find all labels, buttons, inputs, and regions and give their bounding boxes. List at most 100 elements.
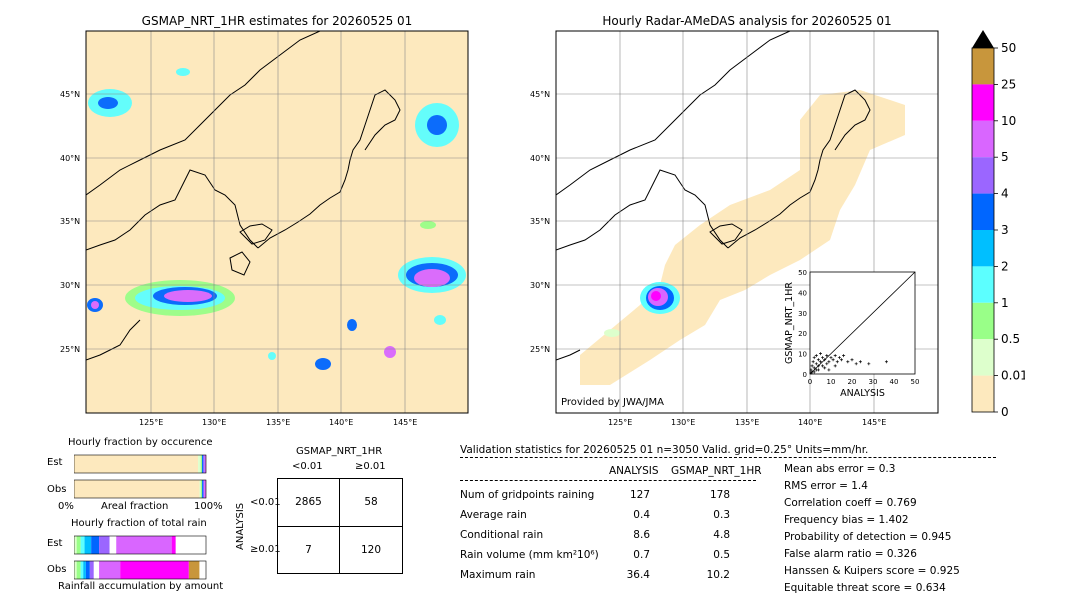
score: Mean abs error = 0.3 bbox=[784, 463, 896, 475]
table-title: GSMAP_NRT_1HR bbox=[296, 446, 383, 457]
scatter-x-tick: 0 bbox=[808, 378, 812, 386]
scatter-x-tick: 40 bbox=[890, 378, 899, 386]
scatter-x-tick: 10 bbox=[827, 378, 836, 386]
stacked-bar-frame bbox=[74, 535, 207, 555]
scatter-point bbox=[835, 360, 839, 364]
scatter-x-tick: 20 bbox=[848, 378, 857, 386]
colorbar-segment bbox=[972, 302, 994, 340]
stacked-bar-segment bbox=[89, 561, 94, 579]
stacked-bar-segment bbox=[84, 536, 92, 554]
stacked-bar-segment bbox=[76, 561, 81, 579]
occurence-title: Hourly fraction by occurence bbox=[68, 437, 213, 448]
stat-label: Rain volume (mm km²10⁶) bbox=[460, 549, 599, 561]
colorbar: 50 25 10 5 4 3 2 1 0.5 0.01 0 bbox=[971, 30, 1025, 419]
validation-divider bbox=[460, 480, 756, 481]
score: Hanssen & Kuipers score = 0.925 bbox=[784, 565, 960, 577]
provider-label: Provided by JWA/JMA bbox=[561, 397, 664, 408]
colorbar-label: 2 bbox=[1001, 259, 1009, 273]
left-map-title: GSMAP_NRT_1HR estimates for 20260525 01 bbox=[141, 14, 413, 28]
stat-label: Num of gridpoints raining bbox=[460, 489, 595, 501]
stacked-bar-segment bbox=[83, 561, 86, 579]
scatter-point bbox=[816, 364, 820, 368]
scatter-point bbox=[854, 362, 858, 366]
stacked-bar-segment bbox=[203, 455, 205, 473]
occ-cat-obs: Obs bbox=[47, 484, 67, 495]
stat-analysis: 8.6 bbox=[633, 529, 650, 541]
colorbar-label: 50 bbox=[1001, 41, 1016, 55]
colorbar-segment bbox=[972, 157, 994, 194]
scatter-point bbox=[819, 360, 822, 364]
lon-label: 140°E bbox=[329, 418, 354, 427]
table-row-label: ANALYSIS bbox=[235, 502, 246, 550]
stacked-bar-frame bbox=[74, 479, 207, 499]
scatter-point bbox=[814, 368, 818, 372]
stacked-bar-segment bbox=[76, 536, 81, 554]
score: RMS error = 1.4 bbox=[784, 480, 868, 492]
stat-gsmap: 4.8 bbox=[713, 529, 730, 541]
scatter-y-tick: 50 bbox=[798, 269, 807, 277]
lat-label: 30°N bbox=[530, 281, 551, 290]
scatter-point bbox=[827, 368, 831, 372]
stacked-bar-segment bbox=[204, 480, 206, 498]
scatter-point bbox=[825, 362, 829, 366]
scatter-y-tick: 10 bbox=[798, 351, 807, 359]
colorbar-extend-arrow bbox=[972, 30, 994, 48]
scatter-y-tick: 0 bbox=[803, 371, 807, 379]
validation-header: Validation statistics for 20260525 01 n=… bbox=[460, 444, 869, 456]
scatter-point bbox=[811, 360, 815, 364]
lon-label: 125°E bbox=[608, 418, 633, 427]
lat-label: 45°N bbox=[530, 90, 551, 99]
stacked-bar-segment bbox=[204, 455, 206, 473]
scatter-point bbox=[812, 370, 816, 374]
scatter-point bbox=[842, 354, 846, 358]
rain-cat-est: Est bbox=[47, 538, 63, 549]
scatter-point bbox=[840, 358, 843, 362]
table-cell: 58 bbox=[364, 496, 378, 508]
scatter-xlabel: ANALYSIS bbox=[840, 388, 885, 399]
scatter-point bbox=[829, 356, 833, 360]
colorbar-segment bbox=[972, 48, 994, 85]
lon-label: 145°E bbox=[393, 418, 418, 427]
scatter-x-tick: 30 bbox=[869, 378, 878, 386]
table-cell: 2865 bbox=[295, 496, 322, 508]
stacked-bar-segment bbox=[99, 536, 110, 554]
table-row-1: ≥0.01 bbox=[250, 544, 281, 555]
stacked-bar-segment bbox=[171, 536, 176, 554]
scatter-point bbox=[810, 364, 814, 368]
scatter-point bbox=[823, 358, 827, 362]
colorbar-label: 0 bbox=[1001, 405, 1009, 419]
stacked-bar-frame bbox=[74, 454, 207, 474]
rain-xlabel: Rainfall accumulation by amount bbox=[58, 581, 224, 592]
stat-analysis: 0.4 bbox=[633, 509, 650, 521]
scatter-point bbox=[812, 356, 816, 360]
stacked-bar-segment bbox=[200, 455, 203, 473]
stacked-bar-segment bbox=[99, 561, 121, 579]
scatter-y-tick: 30 bbox=[798, 310, 807, 318]
col-gsmap: GSMAP_NRT_1HR bbox=[671, 465, 762, 477]
right-map-title: Hourly Radar-AMeDAS analysis for 2026052… bbox=[602, 14, 892, 28]
table-cell: 7 bbox=[305, 544, 312, 556]
contingency-table: 2865 58 7 120 bbox=[277, 478, 403, 574]
scatter-point bbox=[812, 366, 816, 370]
lon-label: 135°E bbox=[735, 418, 760, 427]
stacked-bar-segment bbox=[199, 480, 201, 498]
score: Probability of detection = 0.945 bbox=[784, 531, 952, 543]
stacked-bar-segment bbox=[120, 561, 189, 579]
colorbar-label: 3 bbox=[1001, 223, 1009, 237]
scatter-point bbox=[867, 362, 871, 366]
stat-gsmap: 10.2 bbox=[706, 569, 730, 581]
left-precip bbox=[87, 68, 466, 370]
stacked-bar-segment bbox=[74, 455, 199, 473]
stacked-bar-segment bbox=[202, 455, 204, 473]
table-cell: 120 bbox=[360, 544, 382, 556]
stat-analysis: 127 bbox=[629, 489, 650, 501]
left-grid bbox=[86, 31, 468, 413]
colorbar-segment bbox=[972, 84, 994, 121]
colorbar-label: 1 bbox=[1001, 296, 1009, 310]
colorbar-label: 25 bbox=[1001, 77, 1016, 91]
lon-label: 140°E bbox=[798, 418, 823, 427]
stat-label: Average rain bbox=[460, 509, 527, 521]
occ-cat-est: Est bbox=[47, 457, 63, 468]
stacked-bar-segment bbox=[202, 480, 204, 498]
lon-label: 135°E bbox=[266, 418, 291, 427]
